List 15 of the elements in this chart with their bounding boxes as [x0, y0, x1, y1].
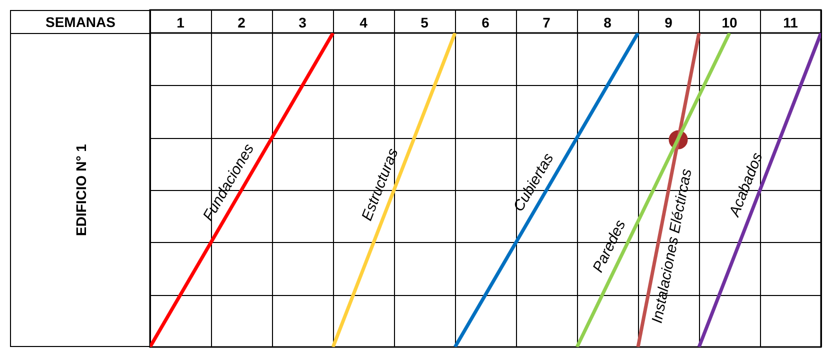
header-cell: SEMANAS [10, 10, 150, 34]
row-header-cell: EDIFICIO N° 1 [10, 33, 150, 347]
x-tick-label: 9 [664, 14, 673, 30]
x-axis-title: SEMANAS [45, 14, 116, 30]
x-tick-label: 1 [176, 14, 185, 30]
x-tick-label: 8 [604, 14, 612, 30]
x-tick-label: 7 [542, 14, 551, 30]
x-tick-label: 11 [783, 14, 798, 30]
x-tick-label: 2 [238, 14, 246, 30]
x-tick-label: 4 [360, 14, 368, 30]
x-tick-label: 3 [298, 14, 307, 30]
x-tick-label: 10 [722, 14, 738, 30]
text: Instalaciones Eléctircas [648, 167, 696, 325]
x-tick-label: 6 [482, 14, 490, 30]
x-tick-label: 5 [420, 14, 429, 30]
